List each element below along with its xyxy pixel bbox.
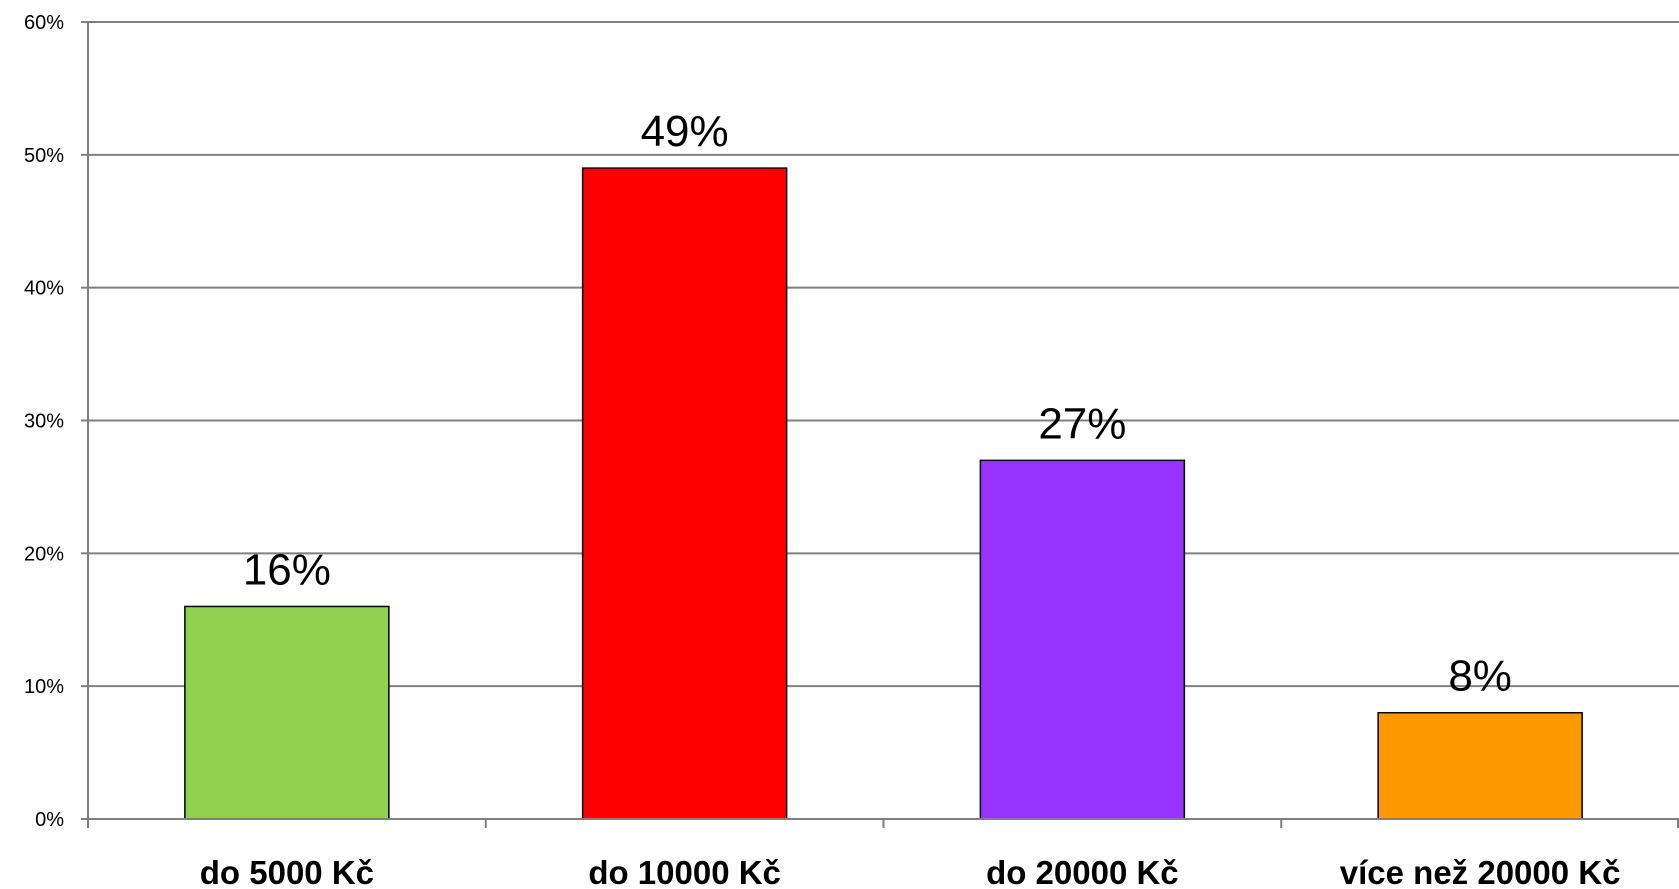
bar [1377, 711, 1583, 820]
axes [81, 21, 1679, 828]
x-category-label: do 20000 Kč [986, 854, 1179, 889]
grid-lines [88, 21, 1679, 688]
data-labels: 16% 49% 27% 8% [243, 107, 1512, 701]
bars [184, 167, 1583, 820]
bar [979, 459, 1186, 820]
x-category-label: do 5000 Kč [200, 854, 374, 889]
data-label: 49% [641, 107, 729, 156]
bar [184, 605, 390, 820]
data-label: 16% [243, 545, 331, 594]
y-tick-label: 60% [24, 12, 64, 34]
bar [581, 167, 788, 820]
y-tick-label: 40% [24, 278, 64, 300]
y-tick-label: 30% [24, 411, 64, 433]
y-tick-label: 10% [24, 676, 64, 698]
y-tick-label: 20% [24, 543, 64, 565]
x-category-label: do 10000 Kč [588, 854, 781, 889]
y-axis-ticks: 0% 10% 20% 30% 40% 50% 60% [24, 12, 64, 831]
x-category-label: více než 20000 Kč [1340, 854, 1621, 889]
y-tick-label: 50% [24, 145, 64, 167]
data-label: 8% [1448, 652, 1512, 701]
y-tick-label: 0% [35, 809, 64, 831]
x-axis-categories: do 5000 Kč do 10000 Kč do 20000 Kč více než… [200, 854, 1621, 889]
data-label: 27% [1038, 399, 1126, 448]
